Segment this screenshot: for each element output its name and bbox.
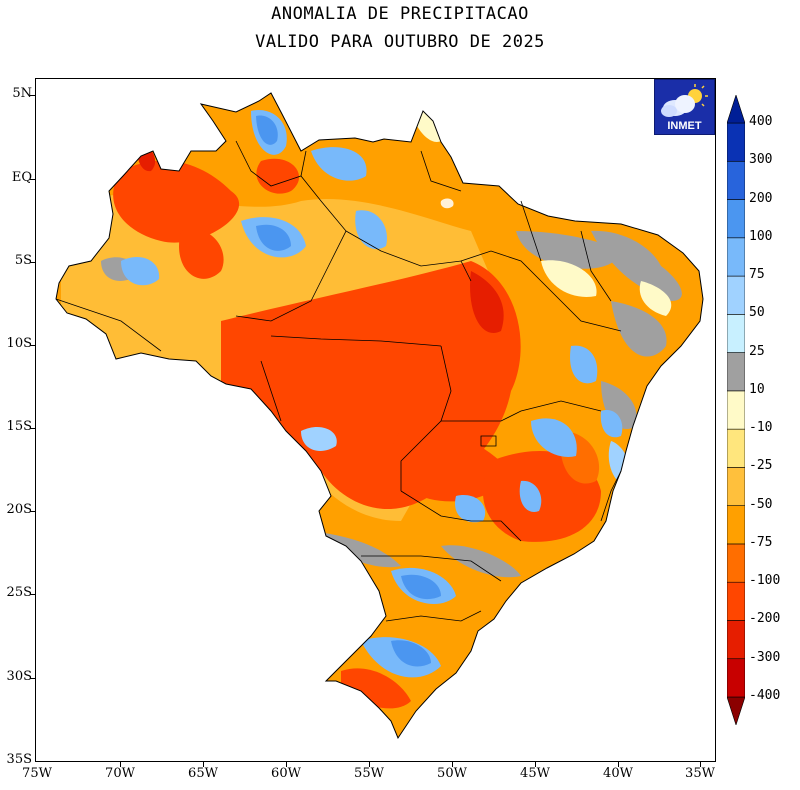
colorbar-label: -400 — [749, 688, 781, 703]
inmet-logo: INMET — [654, 79, 715, 135]
lat-label-5n: 5N — [12, 86, 32, 101]
lat-label-30s: 30S — [6, 669, 32, 684]
lat-label-15s: 15S — [6, 419, 32, 434]
colorbar-swatch — [727, 581, 745, 621]
colorbar-swatch — [727, 237, 745, 277]
map-title-line2: VALIDO PARA OUTUBRO DE 2025 — [255, 32, 545, 52]
colorbar-swatch — [727, 352, 745, 392]
colorbar-end-top — [727, 95, 745, 124]
color-scale-bar — [727, 95, 745, 725]
lat-label-eq: EQ — [11, 170, 32, 185]
colorbar-swatch — [727, 314, 745, 353]
colorbar-label: 200 — [749, 190, 773, 206]
lon-label-65w: 65W — [188, 766, 218, 781]
lat-label-20s: 20S — [6, 502, 32, 517]
colorbar-swatch — [727, 467, 745, 506]
map-title-line1: ANOMALIA DE PRECIPITACAO — [271, 4, 529, 24]
lat-label-10s: 10S — [6, 336, 32, 351]
colorbar-label: 25 — [749, 343, 765, 359]
lon-label-75w: 75W — [22, 766, 52, 781]
lat-label-5s: 5S — [14, 253, 32, 268]
colorbar-swatch — [727, 199, 745, 239]
lat-label-35s: 35S — [6, 752, 32, 767]
colorbar-label: 50 — [749, 305, 765, 321]
colorbar-label: -200 — [749, 611, 781, 627]
colorbar-swatch — [727, 122, 745, 162]
precipitation-anomaly-map — [55, 92, 704, 739]
map-frame — [35, 78, 716, 762]
colorbar-swatch — [727, 275, 745, 315]
colorbar-swatch — [727, 543, 745, 583]
lon-label-70w: 70W — [105, 766, 135, 781]
colorbar-swatch — [727, 505, 745, 545]
colorbar-label: -50 — [749, 496, 773, 512]
lon-label-45w: 45W — [520, 766, 550, 781]
colorbar-label: 300 — [749, 152, 773, 168]
colorbar-label: -75 — [749, 534, 773, 550]
colorbar-label: 75 — [749, 267, 765, 283]
colorbar-label: 10 — [749, 381, 765, 397]
lon-label-35w: 35W — [685, 766, 715, 781]
colorbar-label: 400 — [749, 114, 773, 129]
lat-label-25s: 25S — [6, 585, 32, 600]
inmet-logo-text: INMET — [667, 120, 702, 132]
colorbar-label: -25 — [749, 458, 773, 474]
colorbar-label: -100 — [749, 573, 781, 589]
colorbar-swatch — [727, 620, 745, 660]
lon-label-50w: 50W — [437, 766, 467, 781]
colorbar-swatch — [727, 428, 745, 468]
colorbar-label: -300 — [749, 649, 781, 665]
lon-label-55w: 55W — [354, 766, 384, 781]
colorbar-end-bottom — [727, 696, 745, 725]
colorbar-label: -10 — [749, 420, 773, 436]
lon-label-60w: 60W — [271, 766, 301, 781]
colorbar-label: 100 — [749, 228, 773, 244]
colorbar-swatch — [727, 658, 745, 698]
cloud-sun-icon — [661, 84, 708, 117]
colorbar-swatch — [727, 390, 745, 430]
lon-label-40w: 40W — [603, 766, 633, 781]
colorbar-swatch — [727, 160, 745, 200]
